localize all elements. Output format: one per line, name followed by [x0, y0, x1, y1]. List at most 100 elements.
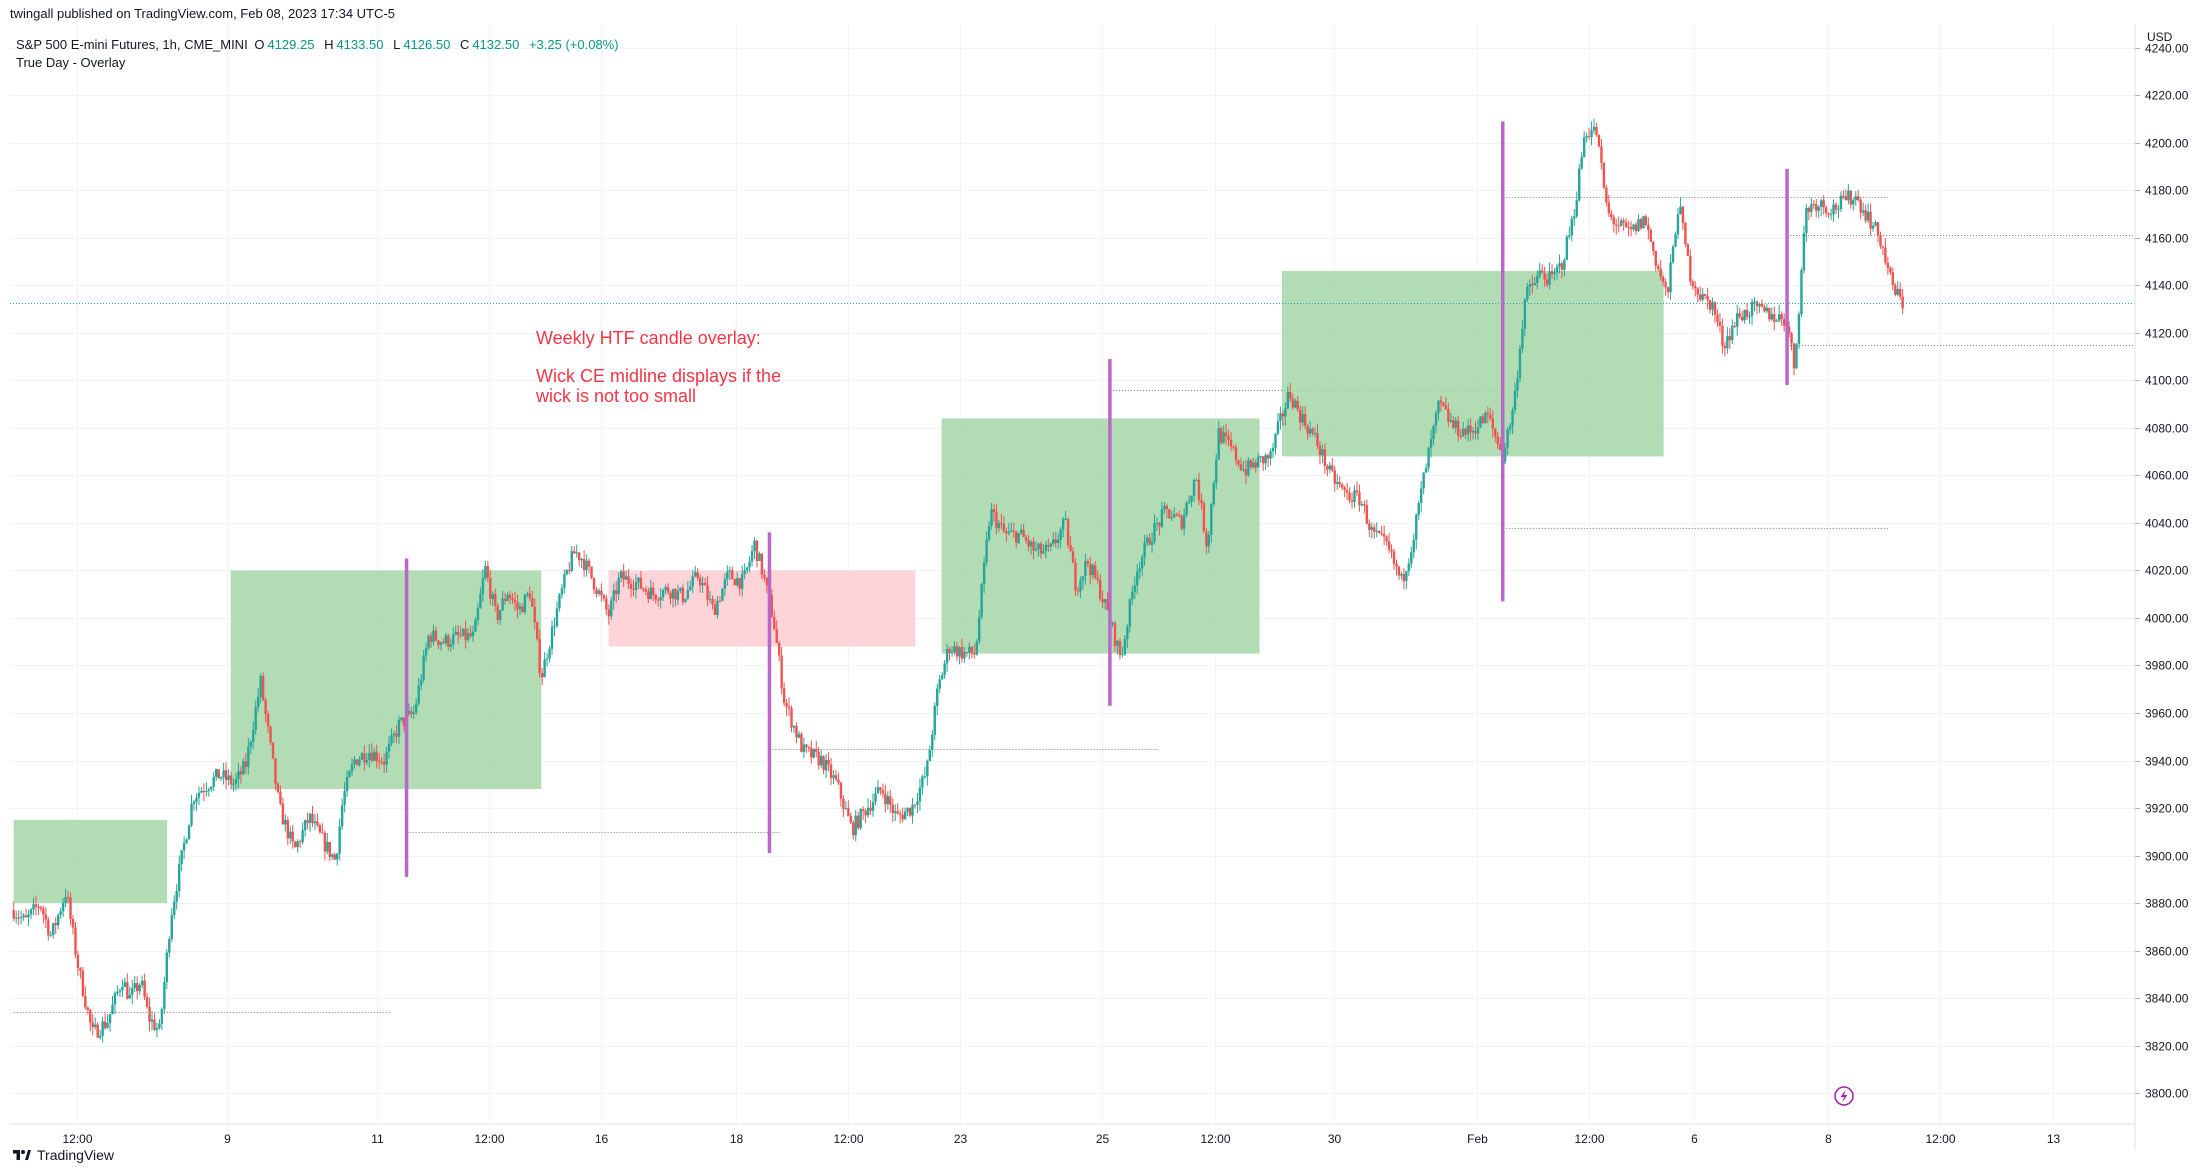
candle-body: [916, 801, 919, 805]
candle-body: [1545, 279, 1549, 285]
candle-body: [291, 831, 294, 842]
candle-body: [1405, 571, 1408, 582]
candle-body: [1792, 343, 1796, 369]
candle-body: [1370, 527, 1373, 530]
tradingview-brand[interactable]: TradingView: [12, 1147, 114, 1163]
candle-body: [185, 839, 188, 844]
candle-body: [763, 574, 766, 578]
candle-body: [1071, 551, 1075, 563]
candle-body: [116, 991, 119, 994]
candle-body: [1047, 544, 1050, 547]
candle-body: [832, 775, 835, 778]
chart-legend: S&P 500 E-mini Futures, 1h, CME_MINI O 41…: [16, 36, 622, 72]
candle-body: [1496, 436, 1499, 445]
candle-body: [1328, 465, 1332, 470]
candle-body: [1217, 428, 1220, 460]
candle-body: [1185, 503, 1188, 515]
candle-body: [869, 807, 872, 811]
candle-body: [1210, 503, 1213, 535]
candle-body: [1365, 505, 1369, 524]
candle-body: [474, 619, 477, 632]
candle-body: [852, 822, 855, 836]
candle-body: [950, 651, 954, 653]
candle-body: [718, 600, 722, 602]
candle-body: [1094, 565, 1097, 578]
candle-body: [200, 791, 203, 793]
candle-body: [889, 796, 892, 805]
candle-body: [1605, 187, 1608, 203]
candle-body: [1790, 333, 1793, 344]
candle-body: [1257, 456, 1260, 468]
candle-body: [815, 748, 818, 752]
candle-body: [923, 776, 927, 778]
candle-body: [1452, 420, 1455, 428]
candle-body: [563, 574, 566, 589]
candle-body: [906, 807, 909, 812]
candle-body: [1733, 325, 1736, 327]
candle-body: [886, 796, 890, 805]
candle-body: [256, 696, 260, 708]
indicator-label[interactable]: True Day - Overlay: [16, 55, 126, 70]
candle-body: [447, 635, 450, 647]
candle-body: [1417, 502, 1420, 515]
candle-body: [622, 571, 625, 580]
candle-body: [454, 631, 457, 635]
candle-body: [605, 598, 608, 610]
candle-body: [1155, 522, 1159, 524]
candle-body: [98, 1035, 102, 1038]
candle-body: [1711, 302, 1714, 310]
candle-body: [661, 590, 665, 598]
candle-body: [1168, 509, 1171, 519]
candle-body: [1368, 523, 1371, 530]
candle-body: [1610, 213, 1613, 218]
candle-body: [298, 841, 302, 843]
candle-body: [1432, 425, 1435, 440]
candle-body: [819, 756, 823, 766]
candle-body: [874, 793, 877, 803]
candle-body: [281, 803, 285, 825]
candle-body: [1498, 444, 1502, 451]
candle-body: [652, 587, 655, 596]
candle-body: [1590, 130, 1593, 137]
candle-body: [1355, 490, 1359, 493]
candle-body: [797, 734, 801, 738]
candle-body: [637, 577, 640, 583]
symbol-label[interactable]: S&P 500 E-mini Futures, 1h, CME_MINI: [16, 37, 248, 52]
candle-body: [452, 634, 455, 645]
time-axis[interactable]: 12:00 9 11 12:00 16 18 12:00 23 25 12:00 30 Feb 12:0…: [10, 1123, 2135, 1146]
candle-body: [1170, 517, 1173, 519]
candle-body: [1466, 425, 1470, 435]
candle-body: [975, 641, 978, 655]
candle-body: [1832, 204, 1835, 215]
chart-pane[interactable]: 3800.00 3820.00 3840.00 3860.00 3880.00 3900.…: [0, 24, 2207, 1150]
candle-body: [550, 626, 554, 649]
candle-body: [928, 749, 932, 761]
candle-body: [1555, 266, 1559, 273]
candle-body: [565, 570, 569, 575]
candle-body: [289, 831, 292, 839]
high-value: 4133.50: [336, 37, 384, 52]
candle-body: [1834, 204, 1838, 210]
price-axis[interactable]: 3800.00 3820.00 3840.00 3860.00 3880.00 3900.…: [2134, 24, 2189, 1150]
candle-body: [1829, 214, 1833, 216]
candle-body: [190, 803, 193, 826]
weekly-box-up: [13, 819, 168, 904]
candle-body: [1595, 126, 1598, 135]
candle-body: [1612, 217, 1615, 225]
x-tick-label: 12:00: [62, 1132, 92, 1146]
candle-body: [1175, 514, 1178, 516]
candle-body: [1091, 565, 1094, 576]
candle-body: [600, 590, 603, 596]
lightning-icon[interactable]: [1834, 1086, 1854, 1106]
candle-body: [140, 980, 144, 986]
candle-body: [533, 606, 536, 623]
candle-body: [79, 968, 82, 971]
candle-body: [382, 761, 386, 765]
candle-body: [1753, 301, 1756, 303]
candle-body: [765, 577, 769, 586]
candlestick-chart[interactable]: 3800.00 3820.00 3840.00 3860.00 3880.00 3900.…: [0, 24, 2207, 1150]
candle-body: [627, 576, 630, 584]
candle-body: [471, 631, 475, 637]
candle-body: [775, 629, 778, 643]
candle-body: [1758, 303, 1761, 307]
